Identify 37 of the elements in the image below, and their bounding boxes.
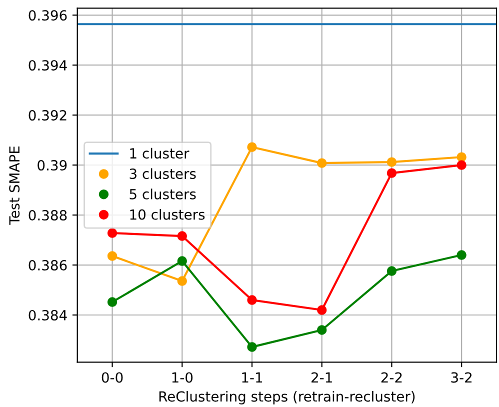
legend-label: 5 clusters bbox=[130, 188, 196, 200]
y-tick-label: 0.388 bbox=[28, 210, 67, 221]
legend-label: 10 clusters bbox=[130, 209, 205, 220]
point bbox=[386, 266, 397, 276]
x-tick-label: 0-0 bbox=[102, 372, 123, 383]
point bbox=[107, 251, 118, 261]
y-tick-label: 0.396 bbox=[28, 10, 67, 21]
point bbox=[386, 168, 397, 178]
y-axis-title: Test SMAPE bbox=[9, 146, 20, 225]
y-tick-label: 0.386 bbox=[28, 260, 67, 270]
point bbox=[316, 158, 327, 168]
point bbox=[247, 342, 257, 352]
point bbox=[247, 295, 257, 305]
point bbox=[456, 160, 466, 170]
point bbox=[177, 276, 187, 286]
x-tick-label: 2-2 bbox=[381, 372, 402, 383]
point bbox=[316, 325, 327, 335]
y-tick-label: 0.394 bbox=[28, 60, 67, 71]
y-tick-label: 0.392 bbox=[28, 110, 66, 121]
x-tick-label: 1-0 bbox=[172, 372, 193, 383]
legend-label: 3 clusters bbox=[130, 168, 196, 180]
x-tick-label: 1-1 bbox=[242, 372, 262, 383]
x-axis-title: ReClustering steps (retrain-recluster) bbox=[159, 390, 415, 404]
point bbox=[456, 250, 466, 260]
y-tick-label: 0.39 bbox=[38, 160, 67, 171]
point bbox=[177, 256, 187, 266]
point bbox=[107, 228, 118, 238]
point bbox=[177, 231, 187, 241]
point bbox=[456, 152, 466, 162]
x-tick-label: 3-2 bbox=[451, 372, 472, 383]
point bbox=[107, 297, 118, 307]
point bbox=[386, 157, 397, 167]
y-tick-label: 0.384 bbox=[28, 310, 67, 320]
x-tick-label: 2-1 bbox=[312, 372, 332, 383]
point bbox=[316, 305, 327, 315]
point bbox=[247, 142, 257, 152]
legend-label: 1 cluster bbox=[130, 148, 190, 159]
